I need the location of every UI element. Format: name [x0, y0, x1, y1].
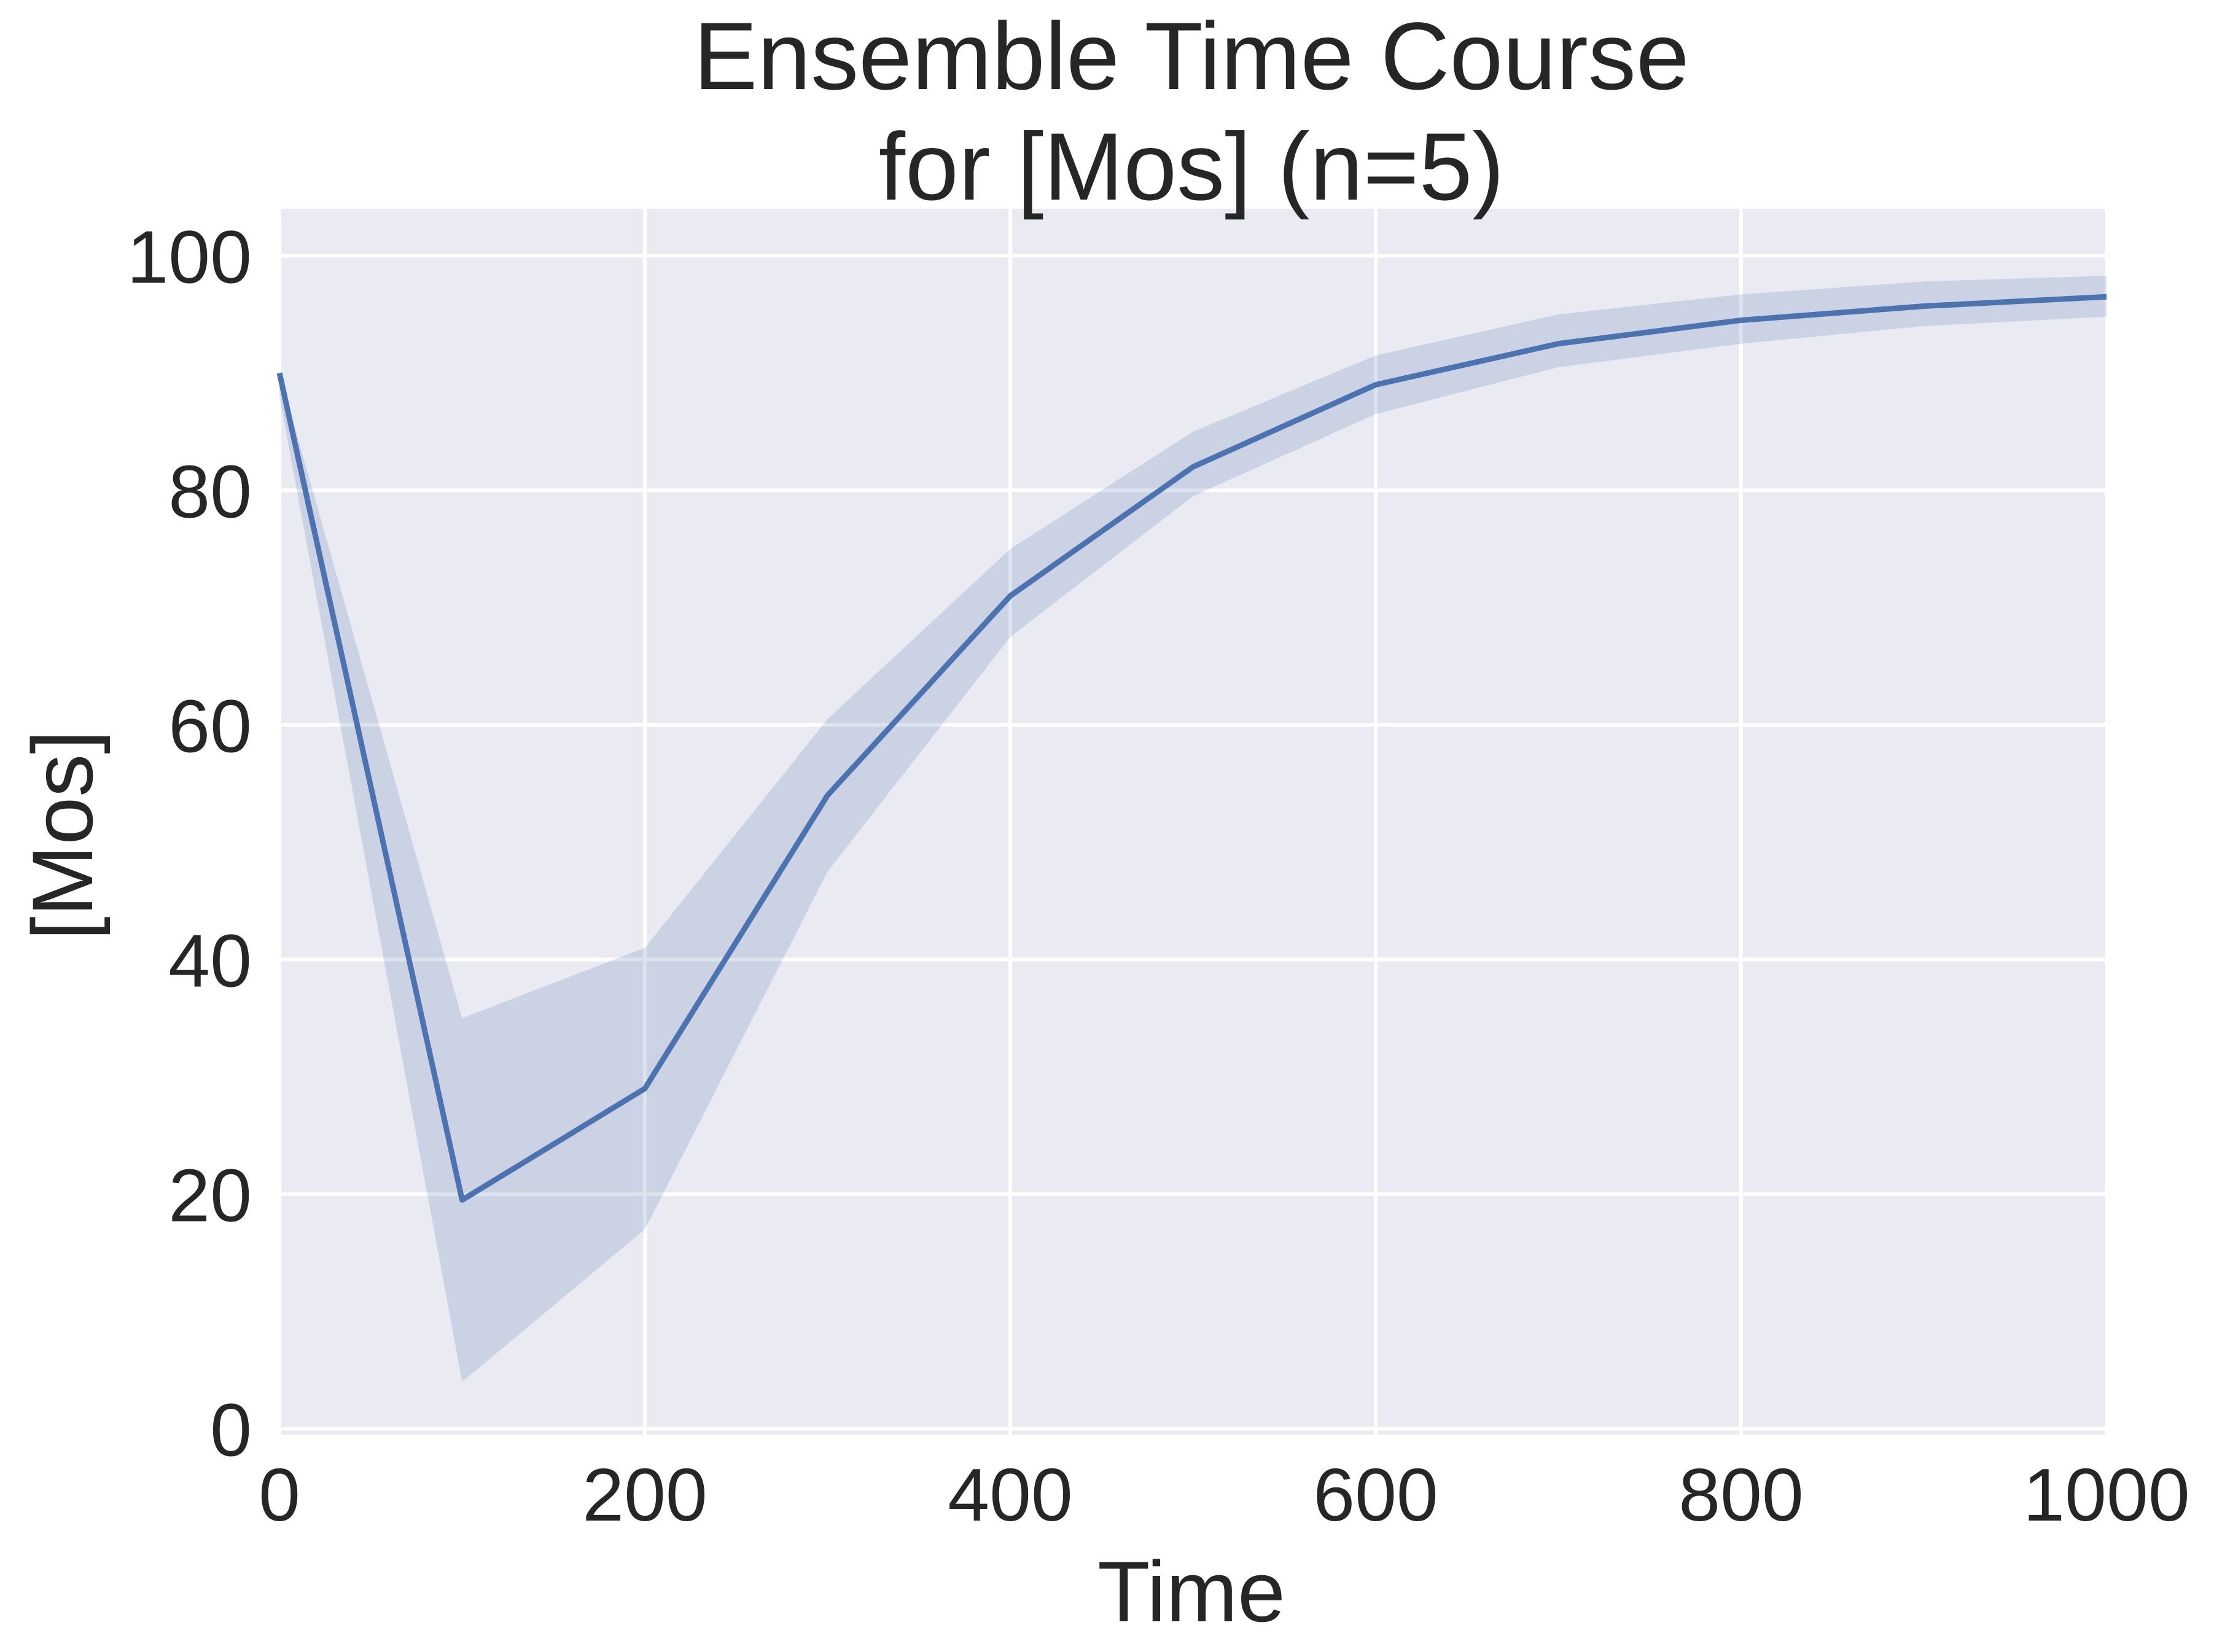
y-tick-label: 100 [127, 215, 252, 298]
y-axis-label: [Mos] [14, 730, 111, 940]
plot-area [279, 209, 2107, 1435]
series-line-mos [276, 294, 2107, 1203]
chart-title-line-1: Ensemble Time Course [693, 3, 1689, 110]
confidence-band [279, 275, 2107, 1382]
x-tick-label: 1000 [2023, 1453, 2189, 1537]
x-tick-label: 0 [259, 1453, 300, 1537]
grid-lines [278, 209, 2108, 1435]
x-axis-ticks: 0 200 400 600 800 1000 [259, 1453, 2190, 1537]
x-tick-label: 400 [948, 1453, 1073, 1537]
x-axis-label: Time [1097, 1543, 1285, 1640]
y-tick-label: 60 [168, 684, 252, 768]
y-tick-label: 20 [168, 1153, 252, 1237]
x-tick-label: 200 [582, 1453, 707, 1537]
x-tick-label: 600 [1313, 1453, 1438, 1537]
y-tick-label: 80 [168, 450, 252, 533]
y-tick-label: 40 [168, 919, 252, 1002]
x-tick-label: 800 [1678, 1453, 1804, 1537]
y-tick-label: 0 [210, 1388, 252, 1471]
chart-title-line-2: for [Mos] (n=5) [879, 114, 1505, 220]
y-axis-ticks: 0 20 40 60 80 100 [127, 215, 252, 1471]
